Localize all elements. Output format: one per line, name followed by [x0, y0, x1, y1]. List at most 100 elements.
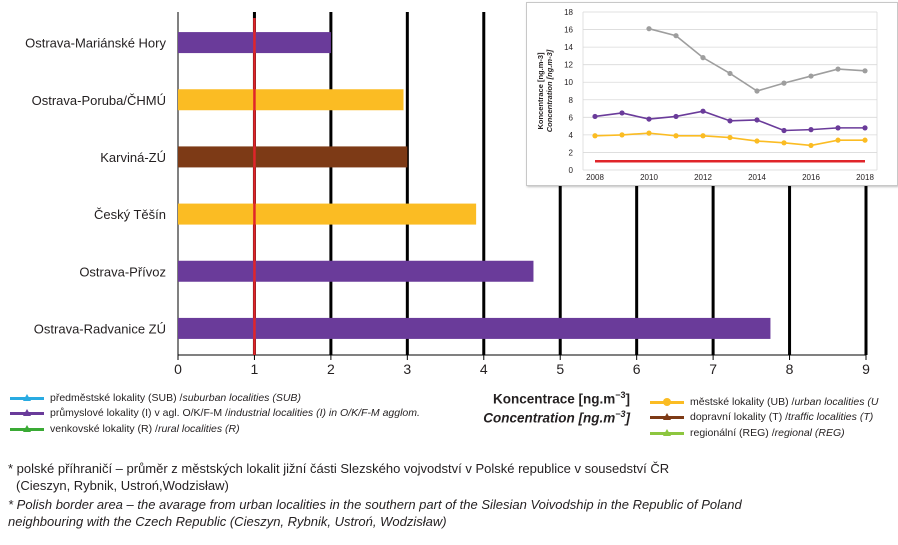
category-label: Ostrava-Přívoz — [79, 264, 166, 279]
data-point — [835, 125, 841, 131]
legend-label-en: rural localities (R) — [157, 422, 240, 435]
x-axis-title: Koncentrace [ng.m−3] Concentration [ng.m… — [420, 388, 630, 425]
x-tick-label: 8 — [786, 361, 794, 377]
x-tick-label: 5 — [556, 361, 564, 377]
data-point — [754, 138, 760, 144]
legend-label-cz: průmyslové lokality (I) v agl. O/K/F-M / — [50, 407, 228, 420]
triangle-marker-icon — [23, 409, 31, 417]
x-axis-title-en: Concentration [ng.m−3] — [483, 408, 630, 426]
category-label: Ostrava-Radvanice ZÚ — [34, 321, 166, 336]
legend-label-cz: dopravní lokality (T) / — [690, 411, 789, 424]
data-point — [808, 142, 814, 149]
data-point — [754, 88, 760, 94]
data-point — [862, 137, 868, 143]
data-point — [727, 70, 733, 77]
data-point — [619, 110, 625, 116]
x-tick-label: 2012 — [694, 173, 712, 182]
category-label: Ostrava-Poruba/ČHMÚ — [32, 93, 166, 108]
inset-line-chart: 0 2 4 6 8 10 12 14 16 18 2008 2010 2012 2014 2016 2018 K… — [536, 8, 878, 182]
legend-label-cz: městské lokality (UB) / — [690, 395, 795, 408]
bar — [178, 260, 534, 282]
data-point — [862, 125, 868, 131]
data-point — [673, 113, 679, 120]
y-tick-label: 18 — [564, 8, 573, 17]
bar — [178, 203, 477, 225]
x-tick-label: 2018 — [856, 173, 874, 182]
data-point — [592, 133, 598, 139]
category-label: Český Těšín — [94, 207, 166, 222]
legend-label-en: suburban localities (SUB) — [182, 391, 301, 404]
footnotes: * polské příhraničí – průměr z městských… — [8, 460, 898, 530]
legend-label-cz: venkovské lokality (R) / — [50, 422, 158, 435]
category-label: Karviná-ZÚ — [100, 150, 166, 165]
inset-line-chart-panel: 0 2 4 6 8 10 12 14 16 18 2008 2010 2012 2014 2016 2018 K… — [526, 2, 898, 186]
x-tick-label: 7 — [709, 361, 717, 377]
legend-swatch — [650, 428, 684, 438]
legend-label-en: industrial localities (I) in O/K/F-M agg… — [227, 407, 420, 420]
data-point — [808, 127, 814, 133]
y-tick-label: 8 — [569, 96, 574, 105]
x-tick-label: 3 — [403, 361, 411, 377]
data-point — [700, 108, 706, 114]
legend-label-en: traffic localities (T) — [788, 411, 874, 424]
data-point — [862, 68, 868, 74]
legend-item: dopravní lokality (T) / traffic localiti… — [650, 410, 898, 426]
y-tick-label: 6 — [569, 113, 574, 122]
triangle-marker-icon — [23, 424, 31, 432]
data-point — [835, 66, 841, 72]
data-point — [646, 116, 652, 122]
footnote-en-line2: neighbouring with the Czech Republic (Ci… — [8, 514, 447, 529]
triangle-marker-icon — [23, 393, 31, 401]
x-tick-label: 4 — [480, 361, 488, 377]
x-tick-label: 6 — [633, 361, 641, 377]
series-line — [648, 27, 866, 92]
triangle-marker-icon — [663, 428, 671, 436]
legend-label-cz: regionální (REG) / — [690, 426, 775, 439]
data-point — [781, 80, 787, 86]
footnote-cz-line1: * polské příhraničí – průměr z městských… — [8, 461, 670, 476]
data-point — [592, 113, 598, 120]
data-point — [700, 55, 706, 61]
data-point — [727, 118, 733, 124]
legend-swatch — [10, 408, 44, 418]
y-tick-label: 16 — [564, 26, 573, 35]
data-point — [835, 137, 841, 143]
legend-right: městské lokality (UB) / urban localities… — [650, 394, 898, 441]
x-axis-title-cz: Koncentrace [ng.m−3] — [492, 390, 630, 407]
data-point — [754, 117, 760, 123]
y-axis-title-en: Concentration [ng.m-3] — [545, 49, 554, 132]
triangle-marker-icon — [663, 413, 671, 421]
x-tick-label: 2010 — [640, 173, 658, 182]
y-tick-label: 2 — [569, 148, 574, 157]
legend-label-cz: předměstské lokality (SUB) / — [50, 391, 183, 404]
legend-label-en: regional (REG) — [774, 426, 845, 439]
data-point — [673, 133, 679, 139]
data-point — [673, 33, 679, 39]
legend-item: venkovské lokality (R) / rural localitie… — [10, 421, 420, 437]
category-label: Ostrava-Mariánské Hory — [25, 36, 166, 51]
y-tick-label: 0 — [569, 166, 574, 175]
legend-swatch — [10, 424, 44, 434]
circle-marker-icon — [663, 397, 671, 406]
bar — [178, 89, 404, 111]
x-tick-label: 2 — [327, 361, 335, 377]
x-tick-label: 2014 — [748, 173, 766, 182]
x-tick-label: 0 — [174, 361, 182, 377]
data-point — [646, 130, 652, 136]
legend-swatch — [650, 412, 684, 422]
data-point — [619, 132, 625, 138]
y-tick-label: 12 — [564, 61, 573, 70]
footnote-cz-line2: (Cieszyn, Rybnik, Ustroń,Wodzisław) — [16, 478, 229, 493]
data-point — [781, 127, 787, 134]
data-point — [727, 134, 733, 141]
legend-swatch — [10, 393, 44, 403]
y-tick-label: 14 — [564, 43, 573, 52]
legend-left: předměstské lokality (SUB) / suburban lo… — [10, 390, 420, 437]
bar — [178, 146, 408, 168]
bar — [178, 317, 771, 339]
footnote-en-line1: * Polish border area – the avarage from … — [8, 497, 742, 512]
y-axis-title-cz: Koncentrace [ng.m-3] — [536, 52, 545, 130]
legend-label-en: urban localities (U — [794, 395, 879, 408]
data-point — [646, 26, 652, 32]
x-tick-label: 9 — [862, 361, 870, 377]
